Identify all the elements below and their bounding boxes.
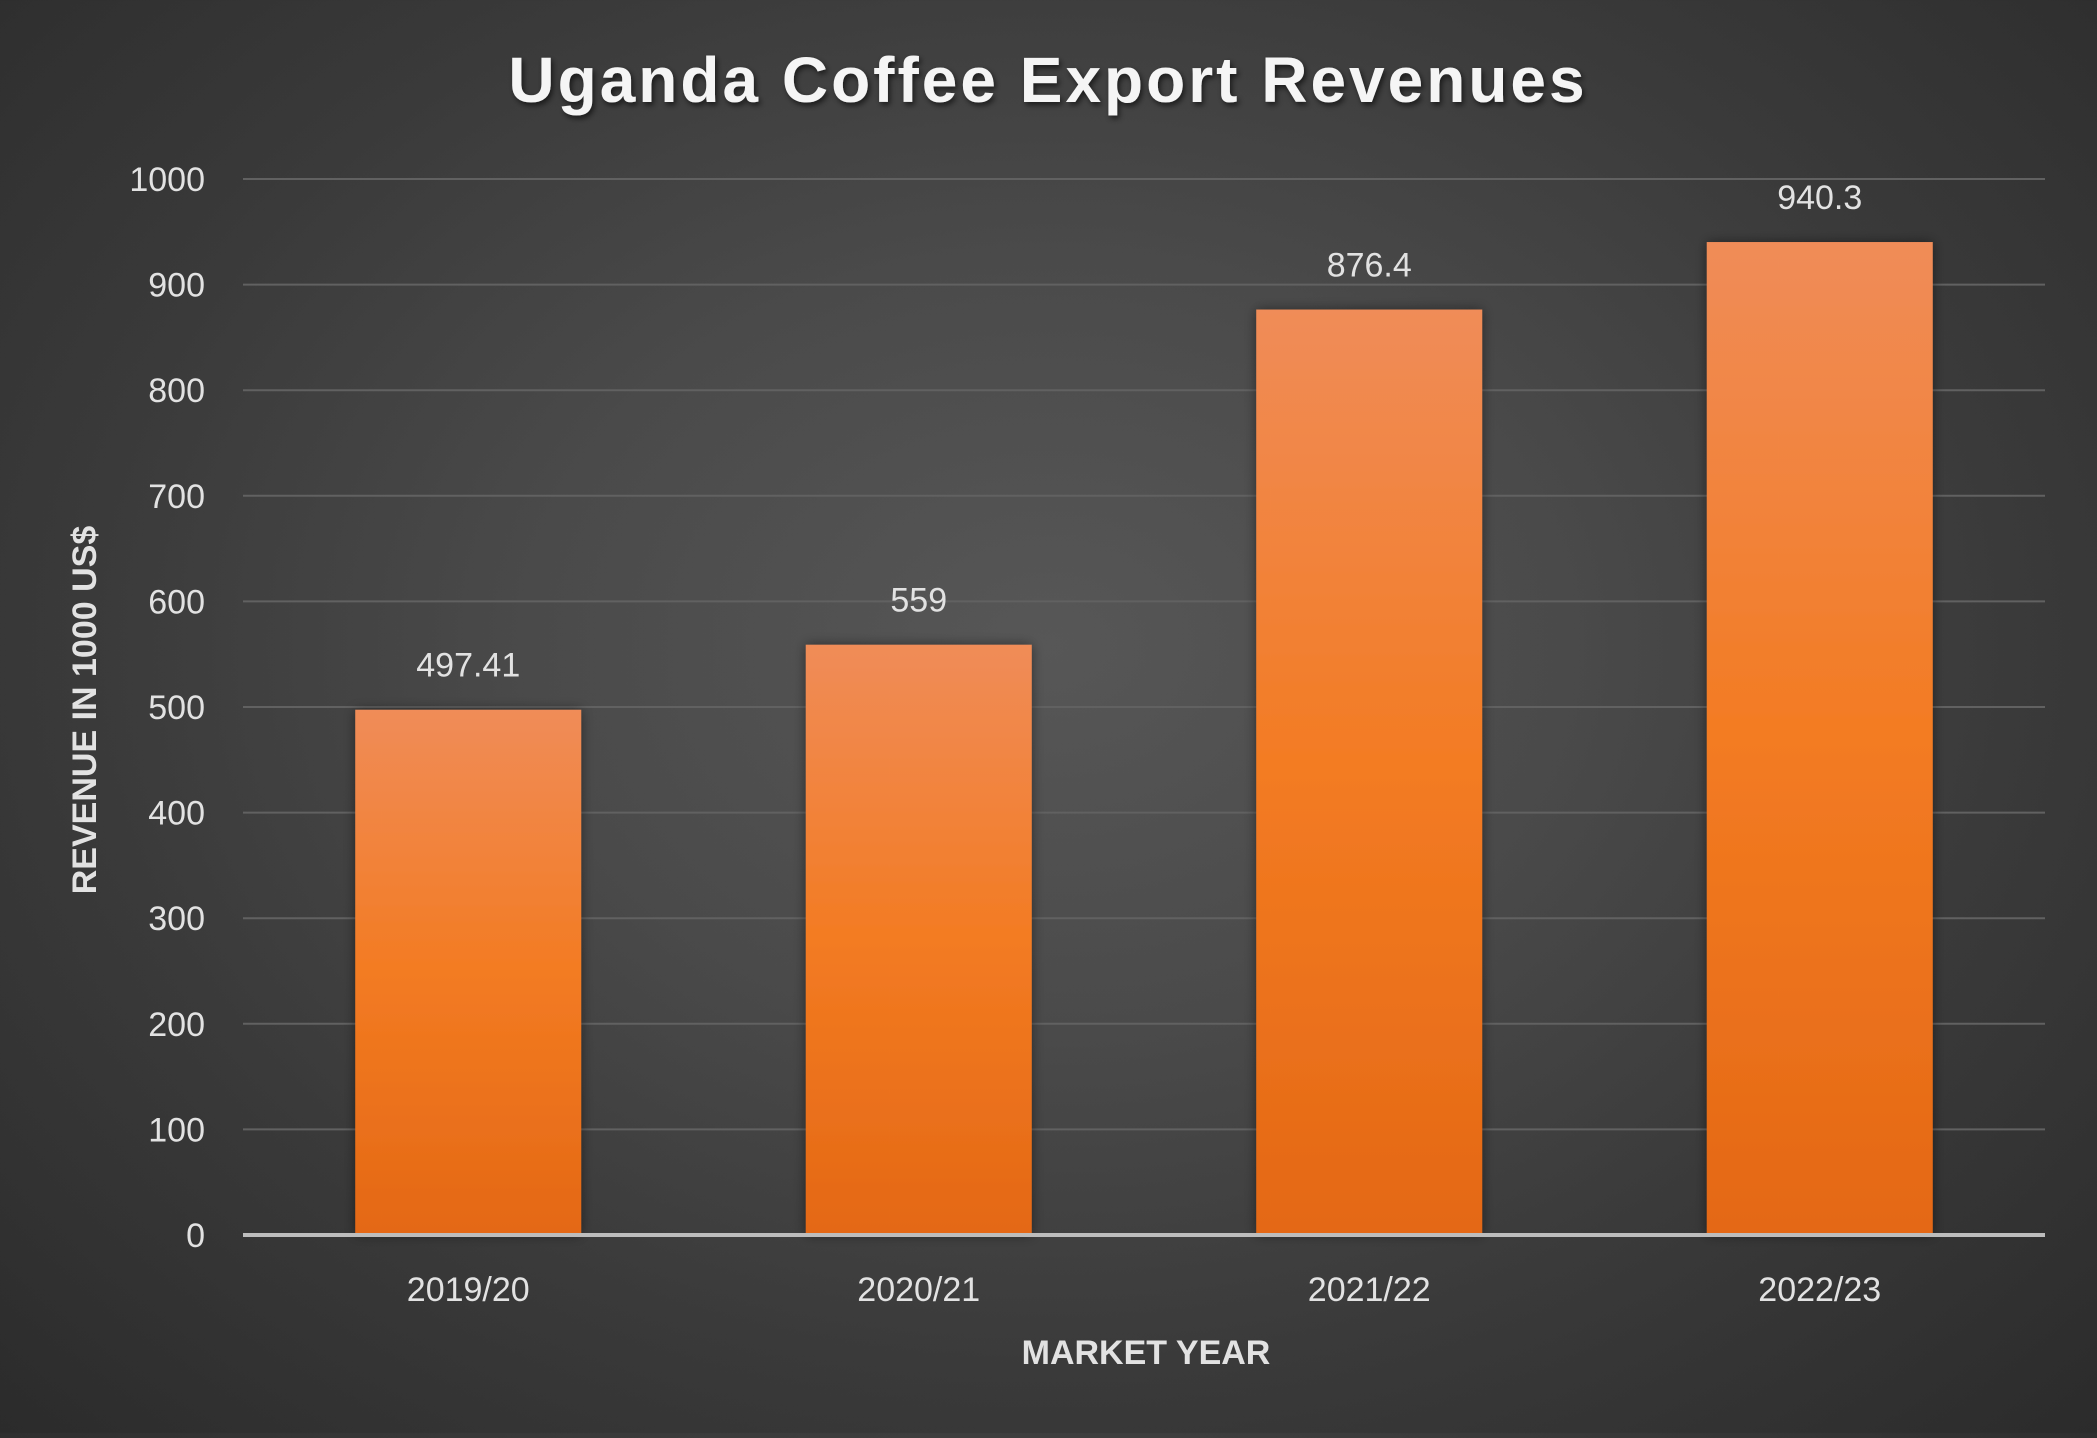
data-label: 940.3 bbox=[1777, 179, 1862, 217]
y-tick-label: 200 bbox=[148, 1006, 205, 1044]
data-label: 559 bbox=[890, 582, 947, 620]
y-axis-title: REVENUE IN 1000 US$ bbox=[66, 526, 104, 895]
x-axis-ticks: 2019/20 2020/21 2021/22 2022/23 bbox=[407, 1271, 1881, 1309]
x-tick-label: 2020/21 bbox=[857, 1271, 980, 1309]
y-tick-label: 1000 bbox=[129, 161, 205, 199]
x-tick-label: 2019/20 bbox=[407, 1271, 530, 1309]
data-label: 876.4 bbox=[1327, 247, 1412, 285]
y-tick-label: 700 bbox=[148, 478, 205, 516]
x-tick-label: 2021/22 bbox=[1308, 1271, 1431, 1309]
x-tick-label: 2022/23 bbox=[1758, 1271, 1881, 1309]
y-tick-label: 800 bbox=[148, 372, 205, 410]
y-tick-label: 300 bbox=[148, 900, 205, 938]
x-axis-title: MARKET YEAR bbox=[1022, 1334, 1271, 1372]
bar-2019-20 bbox=[355, 709, 582, 1235]
y-tick-label: 600 bbox=[148, 583, 205, 621]
data-label: 497.41 bbox=[416, 647, 520, 685]
y-tick-label: 500 bbox=[148, 689, 205, 727]
y-tick-label: 900 bbox=[148, 267, 205, 305]
chart-title: Uganda Coffee Export Revenues bbox=[508, 44, 1587, 116]
bar-2021-22 bbox=[1256, 309, 1483, 1235]
y-tick-label: 100 bbox=[148, 1111, 205, 1149]
y-axis-ticks: 0 100 200 300 400 500 600 700 800 900 1000 bbox=[129, 161, 205, 1255]
bars bbox=[355, 242, 1933, 1235]
y-tick-label: 0 bbox=[186, 1217, 205, 1255]
bar-2020-21 bbox=[805, 644, 1032, 1235]
data-labels: 497.41 559 876.4 940.3 bbox=[416, 179, 1862, 685]
y-tick-label: 400 bbox=[148, 795, 205, 833]
bar-2022-23 bbox=[1706, 242, 1933, 1235]
